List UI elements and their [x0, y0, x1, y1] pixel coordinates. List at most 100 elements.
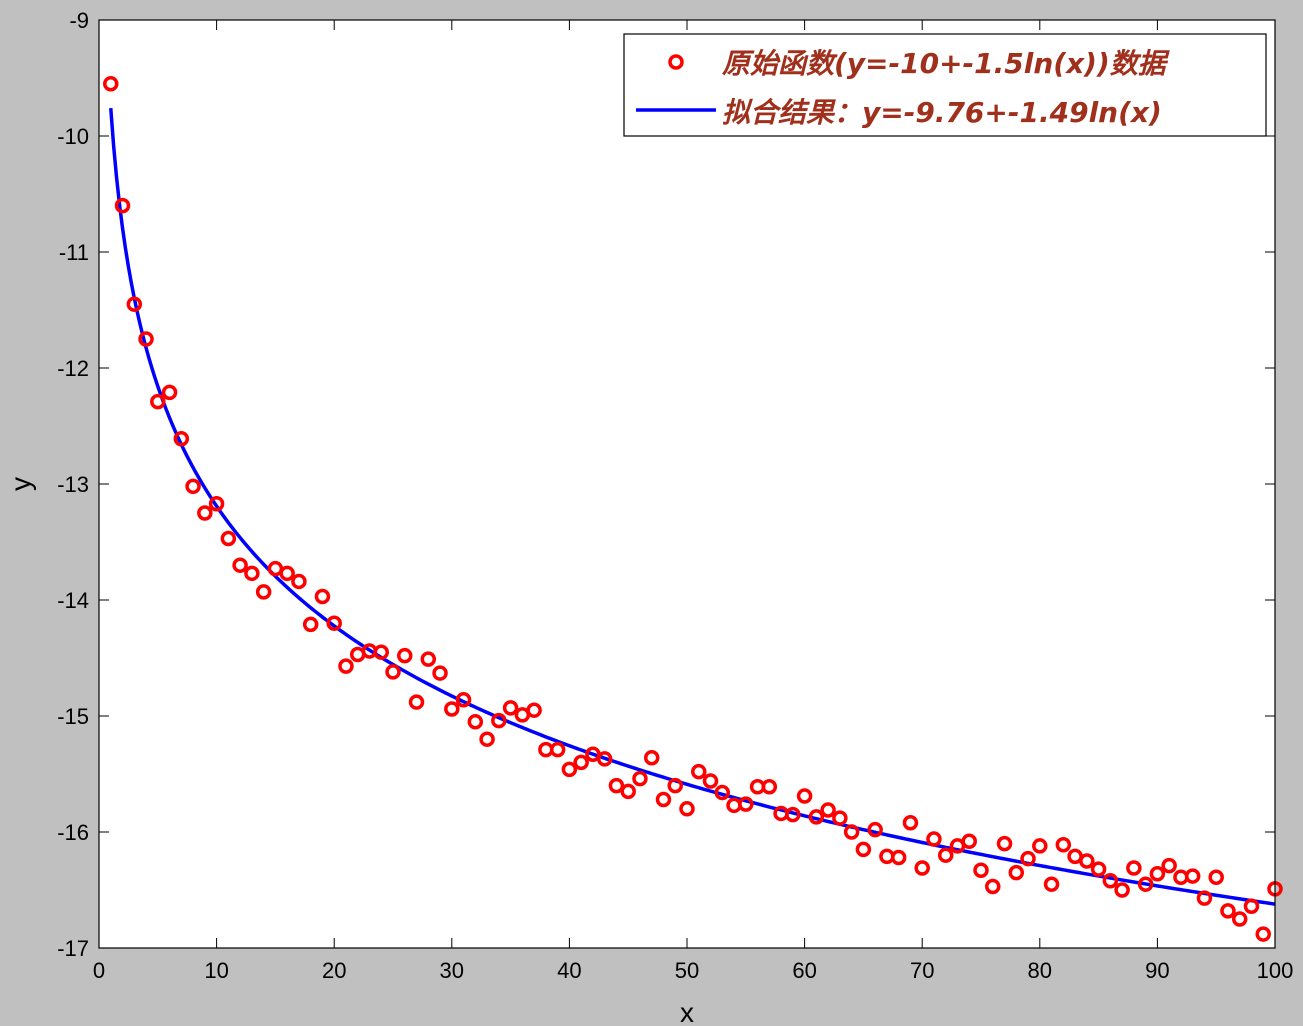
y-tick-label: -12	[57, 356, 89, 381]
data-point	[185, 478, 201, 495]
data-point	[1055, 837, 1072, 853]
data-point	[973, 862, 989, 879]
data-point	[502, 700, 519, 716]
data-point	[1090, 861, 1107, 877]
data-point	[808, 809, 825, 825]
data-point	[796, 788, 813, 804]
data-point	[549, 741, 566, 758]
data-point	[702, 773, 719, 789]
data-point	[1020, 850, 1036, 867]
data-point	[691, 763, 707, 780]
data-point	[679, 801, 695, 817]
data-point	[479, 731, 495, 747]
x-tick-labels: 0 10 20 30 40 50 60 70 80 90 100	[93, 958, 1293, 983]
x-tick-label: 40	[557, 958, 581, 983]
data-point	[279, 565, 295, 582]
x-tick-label: 20	[322, 958, 346, 983]
legend-label-fit: 拟合结果：y=-9.76+-1.49ln(x)	[722, 96, 1162, 129]
data-point	[114, 197, 131, 214]
x-tick-label: 60	[792, 958, 816, 983]
data-point	[961, 833, 977, 850]
data-point	[1079, 853, 1095, 869]
x-tick-label: 10	[204, 958, 228, 983]
data-point	[173, 431, 190, 447]
fit-series	[109, 108, 1276, 906]
data-point	[197, 505, 213, 521]
data-point	[643, 750, 660, 766]
data-point	[232, 557, 248, 573]
data-point	[1243, 898, 1260, 914]
data-point	[573, 754, 589, 771]
data-point	[667, 777, 683, 794]
data-point	[255, 584, 272, 600]
x-tick-label: 80	[1028, 958, 1052, 983]
data-point	[996, 835, 1013, 852]
y-tick-label: -10	[57, 124, 89, 149]
data-point	[1231, 911, 1248, 927]
data-point	[914, 860, 930, 876]
data-point	[126, 296, 143, 312]
data-point	[632, 770, 648, 787]
data-point	[867, 821, 883, 838]
data-series	[103, 76, 1283, 942]
data-point	[608, 777, 625, 794]
x-tick-label: 50	[675, 958, 699, 983]
data-point	[220, 530, 237, 547]
x-tick-label: 90	[1145, 958, 1169, 983]
legend: 原始函数(y=-10+-1.5ln(x))数据 拟合结果：y=-9.76+-1.…	[623, 33, 1267, 137]
data-point	[526, 702, 542, 718]
data-point	[1220, 903, 1236, 919]
data-point	[785, 806, 801, 823]
data-point	[843, 824, 860, 840]
data-point	[1008, 864, 1025, 881]
plot-area	[99, 20, 1275, 948]
data-point	[832, 810, 848, 826]
fit-curve	[109, 108, 1276, 906]
data-point	[561, 761, 578, 778]
data-point	[467, 714, 484, 730]
data-point	[1184, 868, 1201, 884]
data-point	[985, 878, 1001, 895]
plot-frame	[98, 19, 1276, 949]
data-point	[1208, 869, 1224, 885]
data-point	[855, 841, 872, 858]
y-tick-label: -15	[57, 704, 89, 729]
data-point	[444, 701, 460, 717]
data-point	[150, 393, 166, 410]
data-point	[1043, 876, 1060, 892]
data-point	[820, 802, 836, 818]
data-point	[1102, 872, 1119, 889]
data-point	[890, 849, 907, 866]
x-tick-label: 30	[440, 958, 464, 983]
data-point	[1137, 876, 1154, 892]
data-point	[326, 615, 342, 631]
y-tick-label: -16	[57, 820, 89, 845]
data-point	[714, 784, 731, 801]
data-point	[291, 573, 307, 590]
data-point	[491, 712, 507, 729]
y-tick-label: -17	[57, 936, 89, 961]
data-point	[138, 331, 154, 347]
y-axis-label: y	[5, 477, 36, 491]
data-point	[373, 644, 389, 660]
data-point	[314, 588, 331, 605]
data-point	[397, 647, 413, 664]
x-tick-label: 70	[910, 958, 934, 983]
data-point	[455, 692, 472, 708]
data-point	[420, 651, 437, 667]
data-point	[902, 814, 919, 831]
y-tick-label: -9	[69, 8, 89, 33]
data-point	[161, 384, 178, 401]
data-point	[103, 76, 119, 92]
data-point	[926, 831, 942, 847]
x-tick-label: 0	[93, 958, 105, 983]
y-tick-label: -13	[57, 472, 89, 497]
data-point	[1126, 860, 1142, 876]
data-point	[338, 658, 354, 674]
data-point	[1255, 926, 1271, 942]
data-point	[596, 751, 613, 767]
y-tick-labels: -9 -10 -11 -12 -13 -14 -15 -16 -17	[57, 8, 89, 961]
legend-box	[623, 33, 1267, 137]
data-point	[937, 847, 954, 863]
y-tick-label: -11	[59, 240, 89, 265]
